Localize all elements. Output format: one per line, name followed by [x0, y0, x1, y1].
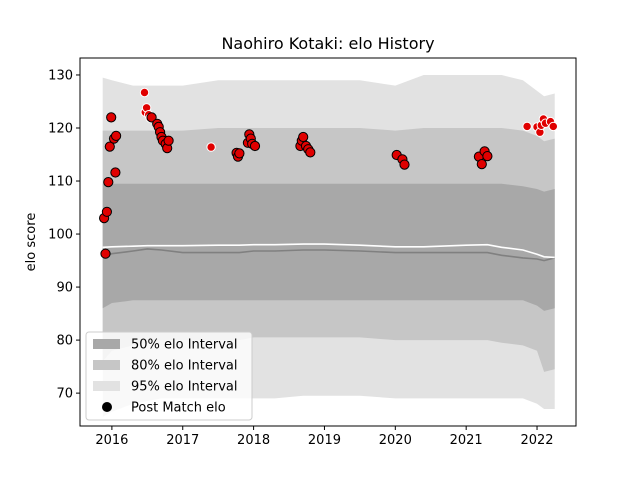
plot-frame [79, 57, 577, 427]
median-line [102, 248, 555, 262]
data-point [476, 159, 487, 170]
data-point [111, 130, 122, 141]
legend-label: 50% elo Interval [131, 338, 238, 353]
x-axis: 2016 2017 2018 2019 2020 2021 2022 [95, 426, 554, 448]
y-tick-label: 100 [48, 228, 73, 243]
data-point [522, 121, 532, 132]
y-tick-label: 90 [56, 281, 73, 296]
data-point [110, 167, 121, 178]
x-tick-label: 2018 [237, 433, 270, 448]
x-tick-label: 2016 [95, 433, 128, 448]
data-point [234, 148, 245, 159]
band-50-interval [102, 183, 555, 311]
y-tick-label: 80 [56, 334, 73, 349]
data-point [103, 177, 114, 188]
y-tick-label: 70 [56, 387, 73, 402]
legend-label: Post Match elo [131, 401, 226, 416]
legend: 50% elo Interval 80% elo Interval 95% elo … [85, 331, 253, 421]
data-point [104, 141, 115, 152]
data-point [482, 151, 493, 162]
data-point [548, 121, 558, 132]
y-tick-label: 120 [48, 121, 73, 136]
x-tick-label: 2019 [308, 433, 341, 448]
data-point [399, 159, 410, 170]
data-point [106, 112, 117, 123]
post-match-points [99, 87, 558, 259]
y-tick-label: 110 [48, 175, 73, 190]
mean-line [102, 243, 555, 259]
y-tick-label: 130 [48, 68, 73, 83]
x-tick-label: 2017 [166, 433, 199, 448]
legend-swatch [93, 381, 120, 391]
data-point [249, 140, 261, 152]
data-point [101, 206, 113, 217]
data-point [163, 135, 174, 146]
trend-lines [102, 243, 555, 262]
legend-label: 95% elo Interval [131, 380, 238, 395]
data-point [139, 87, 150, 98]
legend-box [85, 331, 253, 421]
x-tick-label: 2022 [520, 433, 553, 448]
y-axis-title: elo score [24, 213, 39, 272]
data-point [146, 112, 157, 123]
legend-marker [102, 402, 112, 412]
x-tick-label: 2021 [450, 433, 483, 448]
legend-swatch [93, 360, 120, 370]
legend-label: 80% elo Interval [131, 359, 238, 374]
data-point [298, 131, 309, 143]
legend-swatch [93, 339, 120, 349]
data-point [305, 147, 316, 158]
chart-title: Naohiro Kotaki: elo History [221, 34, 434, 53]
data-point [206, 142, 216, 152]
y-axis: 70 80 90 100 110 120 130 [48, 68, 80, 402]
data-point [100, 248, 111, 259]
x-tick-label: 2020 [379, 433, 412, 448]
